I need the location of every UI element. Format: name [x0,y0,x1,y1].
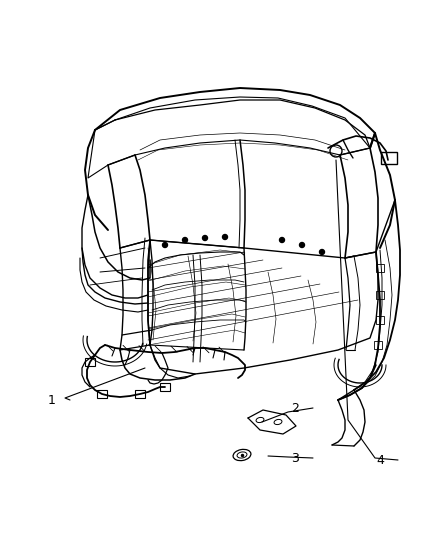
Circle shape [183,238,187,243]
Circle shape [162,243,167,247]
Circle shape [319,249,325,254]
Circle shape [279,238,285,243]
Circle shape [202,236,208,240]
Text: 1: 1 [48,393,56,407]
Circle shape [223,235,227,239]
Text: 2: 2 [291,401,299,415]
Text: 3: 3 [291,451,299,464]
Text: 4: 4 [376,454,384,466]
Circle shape [300,243,304,247]
